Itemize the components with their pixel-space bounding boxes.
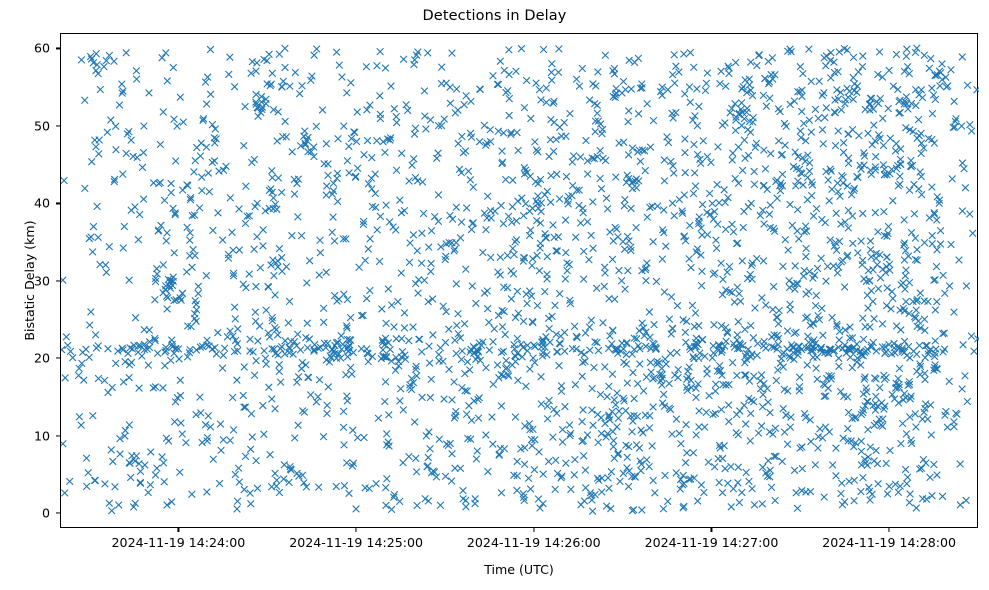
x-tick-label: 2024-11-19 14:26:00 bbox=[466, 535, 601, 550]
x-axis-label: Time (UTC) bbox=[484, 562, 554, 577]
x-tick-label: 2024-11-19 14:25:00 bbox=[289, 535, 423, 550]
scatter-plot-canvas bbox=[61, 34, 979, 529]
page-title: Detections in Delay bbox=[422, 8, 567, 24]
x-tick-label: 2024-11-19 14:24:00 bbox=[111, 535, 246, 550]
y-axis-label: Bistatic Delay (km) bbox=[22, 220, 37, 341]
x-tick-label: 2024-11-19 14:28:00 bbox=[822, 535, 957, 550]
plot-axes bbox=[60, 33, 979, 529]
x-tick-label: 2024-11-19 14:27:00 bbox=[644, 535, 779, 550]
